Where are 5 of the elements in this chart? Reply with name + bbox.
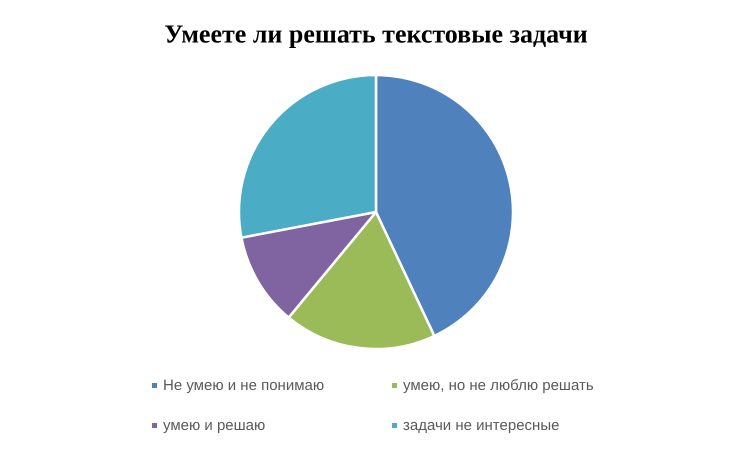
chart-title: Умеете ли решать текстовые задачи bbox=[164, 20, 588, 48]
legend-label: задачи не интересные bbox=[403, 417, 560, 434]
legend-label: умею и решаю bbox=[163, 417, 266, 434]
legend-label: умею, но не люблю решать bbox=[403, 377, 594, 394]
legend-label: Не умею и не понимаю bbox=[163, 377, 324, 394]
